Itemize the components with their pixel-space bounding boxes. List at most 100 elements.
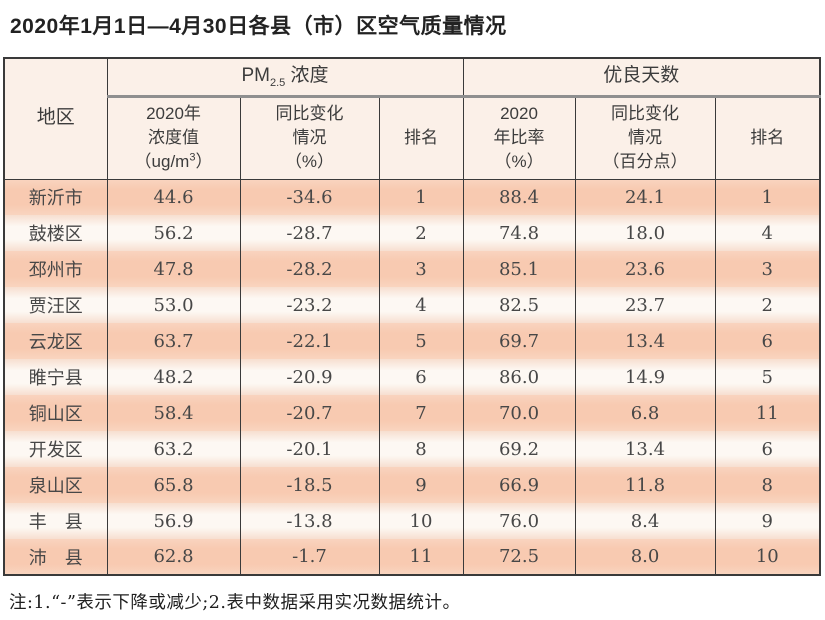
region-cell: 睢宁县 (3, 359, 107, 395)
good-change-cell: 14.9 (574, 359, 716, 395)
pm-rank-cell: 6 (378, 359, 464, 395)
header-line: 同比变化 (611, 104, 680, 124)
table-body: 新沂市 44.6 -34.6 1 88.4 24.1 1 鼓楼区 56.2 -2… (3, 179, 821, 575)
region-cell: 新沂市 (3, 179, 107, 215)
region-cell: 丰 县 (3, 503, 107, 539)
air-quality-table: 地区 PM2.5 浓度 优良天数 2020年 浓度值 （ug/m3） 同比变化 … (3, 57, 822, 576)
good-change-cell: 18.0 (574, 215, 716, 251)
good-rank-cell: 5 (714, 359, 821, 395)
good-rank-cell: 8 (714, 467, 821, 503)
pm-rank-cell: 1 (378, 179, 464, 215)
table-row: 沛 县 62.8 -1.7 11 72.5 8.0 10 (3, 539, 821, 575)
good-rate-cell: 72.5 (462, 539, 576, 575)
header-line: 情况 (628, 128, 663, 148)
pm-change-cell: -34.6 (239, 179, 379, 215)
table-row: 贾汪区 53.0 -23.2 4 82.5 23.7 2 (3, 287, 821, 323)
pm-rank-cell: 8 (378, 431, 464, 467)
good-change-column-header: 同比变化 情况 （百分点） (574, 96, 716, 180)
table-row: 丰 县 56.9 -13.8 10 76.0 8.4 9 (3, 503, 821, 539)
header-line: （ug/m3） (134, 151, 213, 171)
region-cell: 铜山区 (3, 395, 107, 431)
footnote: 注:1.“-”表示下降或减少;2.表中数据采用实况数据统计。 (9, 593, 461, 613)
pm-value-cell: 65.8 (106, 467, 240, 503)
good-rank-cell: 2 (714, 287, 821, 323)
pm-rank-cell: 5 (378, 323, 464, 359)
good-rate-cell: 76.0 (462, 503, 576, 539)
good-rank-cell: 11 (714, 395, 821, 431)
good-rank-cell: 3 (714, 251, 821, 287)
good-change-cell: 8.4 (574, 503, 716, 539)
header-line: （百分点） (602, 151, 688, 171)
region-cell: 沛 县 (3, 539, 107, 575)
good-rate-cell: 82.5 (462, 287, 576, 323)
good-rank-cell: 1 (714, 179, 821, 215)
good-rate-cell: 66.9 (462, 467, 576, 503)
table-row: 鼓楼区 56.2 -28.7 2 74.8 18.0 4 (3, 215, 821, 251)
header-line: 同比变化 (275, 104, 344, 124)
good-rate-cell: 85.1 (462, 251, 576, 287)
pm-rank-cell: 11 (378, 539, 464, 575)
header-line: 情况 (292, 128, 327, 148)
header-group-row: 地区 PM2.5 浓度 优良天数 (3, 58, 821, 180)
table-row: 睢宁县 48.2 -20.9 6 86.0 14.9 5 (3, 359, 821, 395)
good-rate-cell: 70.0 (462, 395, 576, 431)
table-row: 新沂市 44.6 -34.6 1 88.4 24.1 1 (3, 179, 821, 215)
header-line: 年比率 (493, 128, 545, 148)
table-row: 泉山区 65.8 -18.5 9 66.9 11.8 8 (3, 467, 821, 503)
pm-change-cell: -20.9 (239, 359, 379, 395)
pm-change-cell: -22.1 (239, 323, 379, 359)
good-change-cell: 6.8 (574, 395, 716, 431)
pm-change-cell: -20.7 (239, 395, 379, 431)
pm-value-cell: 48.2 (106, 359, 240, 395)
good-rank-cell: 10 (714, 539, 821, 575)
unit-superscript: 3 (189, 151, 196, 164)
region-cell: 邳州市 (3, 251, 107, 287)
good-rate-cell: 88.4 (462, 179, 576, 215)
region-cell: 鼓楼区 (3, 215, 107, 251)
page-title: 2020年1月1日—4月30日各县（市）区空气质量情况 (10, 15, 507, 38)
region-cell: 泉山区 (3, 467, 107, 503)
region-cell: 云龙区 (3, 323, 107, 359)
pm-rank-cell: 4 (378, 287, 464, 323)
pm-rank-cell: 10 (378, 503, 464, 539)
region-cell: 贾汪区 (3, 287, 107, 323)
header-line: 2020 (500, 104, 538, 124)
pm-rank-column-header: 排名 (378, 96, 464, 180)
pm-change-cell: -28.7 (239, 215, 379, 251)
pm-value-cell: 44.6 (106, 179, 240, 215)
pm25-label: PM2.5 浓度 (241, 64, 329, 89)
good-rank-cell: 6 (714, 323, 821, 359)
good-rate-column-header: 2020 年比率 （%） (462, 96, 576, 180)
pm-value-cell: 63.2 (106, 431, 240, 467)
good-rate-cell: 69.7 (462, 323, 576, 359)
region-cell: 开发区 (3, 431, 107, 467)
table-row: 铜山区 58.4 -20.7 7 70.0 6.8 11 (3, 395, 821, 431)
pm-change-cell: -18.5 (239, 467, 379, 503)
pm-rank-cell: 9 (378, 467, 464, 503)
good-rate-cell: 69.2 (462, 431, 576, 467)
table-row: 云龙区 63.7 -22.1 5 69.7 13.4 6 (3, 323, 821, 359)
good-rate-cell: 74.8 (462, 215, 576, 251)
good-change-cell: 23.6 (574, 251, 716, 287)
pm25-subscript: 2.5 (269, 76, 286, 89)
good-rank-cell: 9 (714, 503, 821, 539)
pm-value-cell: 58.4 (106, 395, 240, 431)
pm-change-cell: -20.1 (239, 431, 379, 467)
good-change-cell: 23.7 (574, 287, 716, 323)
good-rate-cell: 86.0 (462, 359, 576, 395)
pm-value-cell: 56.2 (106, 215, 240, 251)
pm-value-cell: 63.7 (106, 323, 240, 359)
good-rank-cell: 4 (714, 215, 821, 251)
pm-change-cell: -13.8 (239, 503, 379, 539)
pm25-group-header: PM2.5 浓度 (106, 58, 464, 98)
pm-rank-cell: 2 (378, 215, 464, 251)
good-change-cell: 13.4 (574, 323, 716, 359)
good-change-cell: 8.0 (574, 539, 716, 575)
pm-change-cell: -23.2 (239, 287, 379, 323)
region-column-header: 地区 (3, 58, 107, 180)
pm-value-cell: 62.8 (106, 539, 240, 575)
good-change-cell: 13.4 (574, 431, 716, 467)
good-rank-column-header: 排名 (714, 96, 821, 180)
header-line: 2020年 (146, 104, 201, 124)
